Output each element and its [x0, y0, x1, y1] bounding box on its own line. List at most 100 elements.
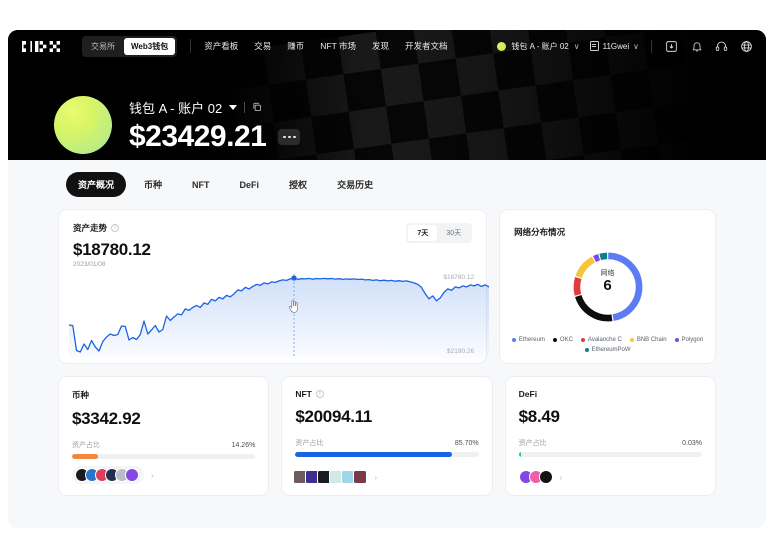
tab-nft[interactable]: NFT — [192, 179, 210, 190]
defi-card-header: DeFi — [519, 389, 702, 399]
donut-segment-okc[interactable] — [573, 252, 642, 322]
tab-approvals[interactable]: 授权 — [289, 180, 308, 190]
hero-account-summary: 钱包 A - 账户 02 $23429.21 — [54, 96, 301, 154]
nft-card-value: $20094.11 — [295, 407, 373, 426]
nav-divider — [190, 39, 192, 53]
legend-label: Avalanche C — [587, 337, 622, 343]
tokens-progress-bar — [72, 454, 256, 459]
defi-ratio-label: 资产占比 — [518, 440, 547, 447]
asset-icon — [353, 470, 368, 484]
cards-grid: 资产走势 i 7天 30天 $18780.12 2023/01/08 — [8, 197, 766, 496]
legend-swatch — [511, 338, 516, 342]
defi-ratio-row: 资产占比 0.03% — [519, 438, 702, 448]
tab-transactions[interactable]: 交易历史 — [337, 180, 374, 190]
nft-card-title: NFT — [295, 389, 312, 399]
legend-item-avalanche-c[interactable]: Avalanche C — [580, 337, 622, 343]
defi-progress-bar — [518, 452, 702, 457]
download-icon[interactable] — [664, 39, 679, 54]
nft-ratio-value: 85.70% — [454, 439, 479, 447]
chevron-down-icon: ∨ — [573, 41, 580, 51]
headset-icon[interactable] — [714, 39, 729, 54]
cards-row-top: 资产走势 i 7天 30天 $18780.12 2023/01/08 — [58, 209, 716, 364]
tokens-ratio-label: 资产占比 — [72, 442, 100, 449]
summary-card-tokens: 币种 $3342.92 资产占比 14.26% › — [58, 376, 270, 496]
nft-card-header: NFT i — [295, 389, 478, 399]
more-options-icon[interactable] — [278, 129, 301, 145]
nav-link-trade[interactable]: 交易 — [254, 41, 272, 51]
topbar-right-cluster: 钱包 A - 账户 02 ∨ 11Gwei ∨ — [497, 39, 754, 54]
chevron-right-icon[interactable]: › — [151, 470, 154, 480]
legend-swatch — [580, 338, 585, 342]
asset-trend-date: 2023/01/08 — [73, 261, 106, 268]
donut-center-text: 网络 6 — [500, 268, 715, 295]
nav-link-discover[interactable]: 发现 — [371, 41, 389, 51]
tab-tokens[interactable]: 币种 — [144, 180, 163, 190]
legend-label: Ethereum — [518, 337, 545, 343]
asset-icon — [538, 470, 553, 484]
legend-item-bnb-chain[interactable]: BNB Chain — [629, 337, 667, 343]
asset-trend-plot[interactable] — [68, 258, 490, 358]
nav-link-nft-market[interactable]: NFT 市场 — [320, 41, 356, 51]
segment-web3-wallet[interactable]: Web3钱包 — [124, 37, 176, 55]
network-donut-chart[interactable] — [567, 246, 649, 328]
total-balance: $23429.21 — [129, 120, 267, 153]
legend-swatch — [584, 348, 589, 352]
legend-item-ethereum[interactable]: Ethereum — [511, 337, 545, 343]
y-axis-bottom-label: $2190.26 — [446, 348, 475, 355]
asset-trend-value: $18780.12 — [73, 240, 151, 259]
progress-bar-fill — [518, 452, 521, 457]
legend-label: Polygon — [681, 337, 704, 343]
progress-bar-fill — [72, 454, 99, 459]
product-switcher[interactable]: 交易所 Web3钱包 — [82, 35, 178, 57]
nav-link-developer-docs[interactable]: 开发者文档 — [405, 41, 448, 51]
top-navigation-bar: 交易所 Web3钱包 资产看板 交易 赚币 NFT 市场 发现 开发者文档 钱包… — [8, 30, 766, 62]
legend-label: EthereumPoW — [591, 347, 631, 353]
summary-card-defi: DeFi $8.49 资产占比 0.03% › — [504, 376, 716, 496]
tab-defi[interactable]: DeFi — [239, 179, 260, 190]
info-icon[interactable]: i — [111, 224, 120, 232]
tab-overview[interactable]: 资产概况 — [66, 172, 127, 197]
chevron-down-icon: ∨ — [633, 41, 639, 51]
donut-segment-ethereum[interactable] — [573, 252, 642, 322]
nft-ratio-label: 资产占比 — [295, 440, 324, 447]
hero-account-row[interactable]: 钱包 A - 账户 02 — [129, 98, 300, 117]
nav-link-dashboard[interactable]: 资产看板 — [204, 41, 239, 51]
asset-tabs: 资产概况 币种 NFT DeFi 授权 交易历史 — [8, 160, 766, 197]
chevron-right-icon[interactable]: › — [559, 472, 563, 482]
legend-swatch — [552, 338, 557, 342]
account-selector[interactable]: 钱包 A - 账户 02 ∨ — [497, 41, 580, 52]
copy-icon[interactable] — [252, 99, 262, 117]
hero-balance-row: $23429.21 — [129, 120, 301, 153]
hero-header: 交易所 Web3钱包 资产看板 交易 赚币 NFT 市场 发现 开发者文档 钱包… — [8, 30, 766, 160]
range-7d[interactable]: 7天 — [408, 225, 438, 241]
token-icon-stack — [75, 468, 139, 482]
defi-card-value: $8.49 — [518, 407, 560, 426]
chevron-right-icon[interactable]: › — [374, 472, 377, 482]
avatar[interactable] — [54, 96, 112, 154]
tokens-icon-row[interactable]: › — [72, 466, 154, 484]
legend-item-polygon[interactable]: Polygon — [674, 337, 704, 343]
defi-icon-row[interactable]: › — [518, 470, 563, 484]
network-distribution-card: 网络分布情况 网络 6 Ethereum OKC Avalanche C BNB Ch… — [499, 209, 716, 364]
bell-icon[interactable] — [689, 39, 704, 54]
network-distribution-title: 网络分布情况 — [514, 227, 566, 237]
y-axis-top-label: $18780.12 — [443, 274, 475, 281]
legend-item-ethereumpow[interactable]: EthereumPoW — [584, 347, 631, 353]
info-icon[interactable]: i — [315, 390, 324, 398]
gas-price-selector[interactable]: 11Gwei ∨ — [589, 41, 639, 51]
network-legend: Ethereum OKC Avalanche C BNB Chain Polygon Et… — [508, 337, 707, 353]
tokens-ratio-row: 资产占比 14.26% — [72, 440, 255, 450]
hero-text-block: 钱包 A - 账户 02 $23429.21 — [129, 98, 301, 153]
legend-item-okc[interactable]: OKC — [552, 337, 573, 343]
nft-icon-row[interactable]: › — [293, 470, 377, 484]
nav-link-earn[interactable]: 赚币 — [287, 41, 305, 51]
legend-swatch — [629, 338, 634, 342]
chevron-down-icon[interactable] — [229, 105, 238, 110]
range-30d[interactable]: 30天 — [446, 230, 462, 237]
globe-icon[interactable] — [739, 39, 754, 54]
nft-thumbnail-stack — [293, 470, 368, 484]
donut-segment-avalanche-c[interactable] — [573, 252, 642, 322]
okx-logo[interactable] — [22, 40, 64, 52]
segment-exchange[interactable]: 交易所 — [91, 41, 115, 51]
